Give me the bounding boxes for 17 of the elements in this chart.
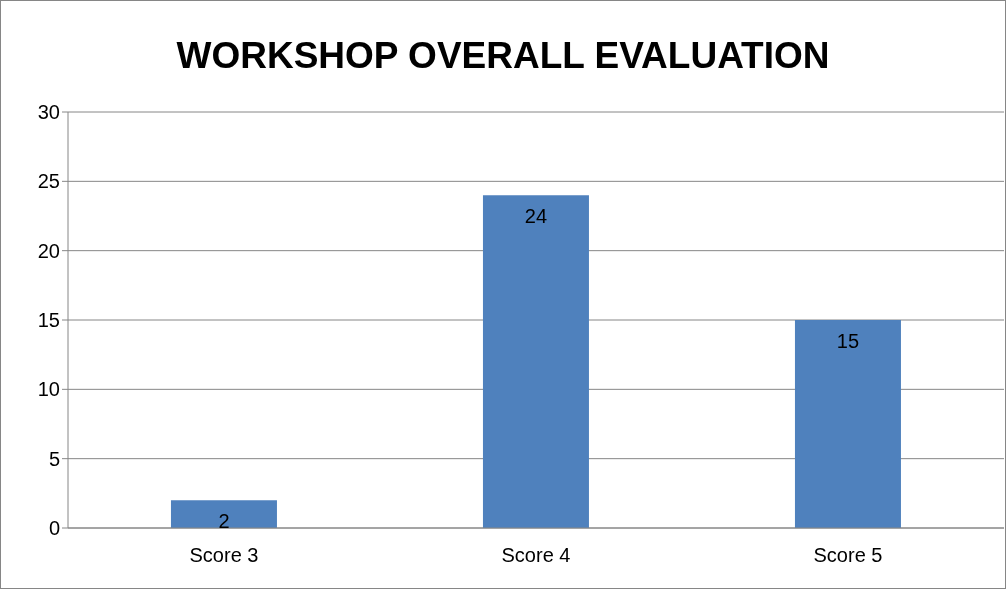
y-tick-label: 20 xyxy=(37,239,60,262)
data-label: 24 xyxy=(524,205,548,228)
y-tick-label: 10 xyxy=(37,378,60,401)
y-tick-label: 0 xyxy=(48,517,60,540)
y-tick-label: 30 xyxy=(37,101,60,124)
y-tick-label: 5 xyxy=(48,447,60,470)
x-tick-label: Score 3 xyxy=(189,544,259,567)
y-tick-label: 15 xyxy=(37,309,60,332)
bar xyxy=(170,500,277,528)
data-label: 15 xyxy=(836,330,860,353)
bar xyxy=(794,320,901,528)
y-tick-label: 25 xyxy=(37,170,60,193)
chart-title: WORKSHOP OVERALL EVALUATION xyxy=(175,35,831,76)
bar xyxy=(482,195,589,528)
x-tick-label: Score 4 xyxy=(501,544,571,567)
x-tick-label: Score 5 xyxy=(813,544,883,567)
data-label: 2 xyxy=(218,510,230,533)
